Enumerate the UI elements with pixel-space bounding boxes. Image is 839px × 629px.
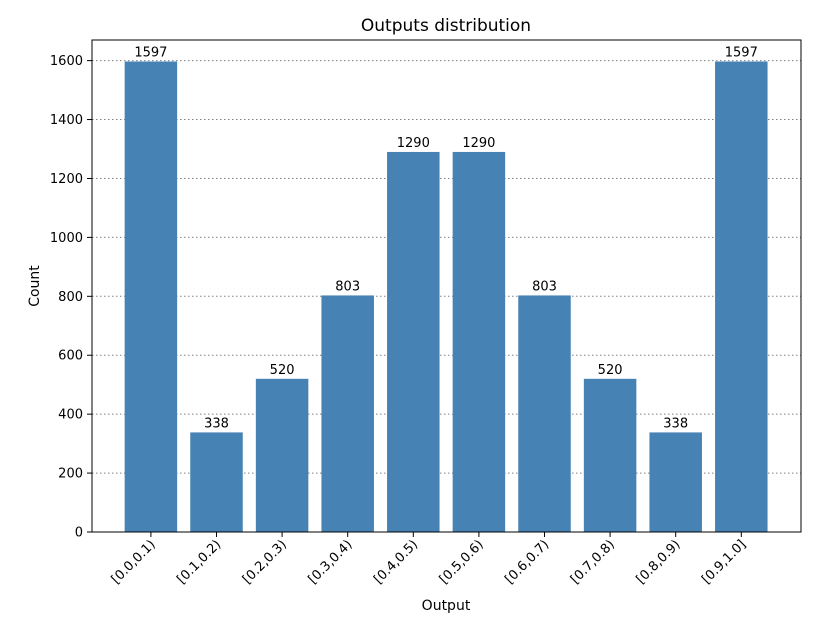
y-tick-label: 0 xyxy=(75,526,83,541)
plot-frame xyxy=(91,39,802,533)
y-tick-label: 400 xyxy=(58,408,83,423)
bar xyxy=(518,295,571,532)
y-tick-label: 200 xyxy=(58,467,83,482)
bar-value-label: 520 xyxy=(598,363,623,378)
y-tick-label: 600 xyxy=(58,349,83,364)
bar xyxy=(124,61,178,532)
bars xyxy=(124,61,768,533)
bar-value-label: 803 xyxy=(532,279,557,294)
bar-value-labels: 1597 338 520 803 1290 1290 803 520 338 1597 xyxy=(134,46,757,432)
y-tick-label: 800 xyxy=(58,290,83,305)
y-tick-label: 1600 xyxy=(50,54,83,69)
y-tick-label: 1400 xyxy=(50,113,83,128)
bar xyxy=(387,151,440,533)
bar-value-label: 520 xyxy=(270,363,295,378)
bar-value-label: 1597 xyxy=(134,46,167,61)
bar xyxy=(715,61,768,532)
y-axis-ticks: 0 200 400 600 800 1000 1200 1400 1600 xyxy=(50,54,92,541)
bar xyxy=(452,151,506,533)
y-axis-label: Count xyxy=(27,265,43,307)
y-tick-label: 1000 xyxy=(50,231,83,246)
x-axis-label: Output xyxy=(422,598,471,614)
bar-value-label: 338 xyxy=(204,416,229,431)
bar-value-label: 803 xyxy=(335,279,360,294)
bar xyxy=(321,295,374,532)
bar xyxy=(190,432,243,532)
bar-value-label: 1290 xyxy=(462,136,495,151)
bar-value-label: 338 xyxy=(663,416,688,431)
bar xyxy=(255,378,309,532)
bar xyxy=(583,378,637,532)
chart-title: Outputs distribution xyxy=(361,16,531,36)
bar-value-label: 1597 xyxy=(725,46,758,61)
y-tick-label: 1200 xyxy=(50,172,83,187)
bar xyxy=(649,432,702,532)
bar-value-label: 1290 xyxy=(397,136,430,151)
